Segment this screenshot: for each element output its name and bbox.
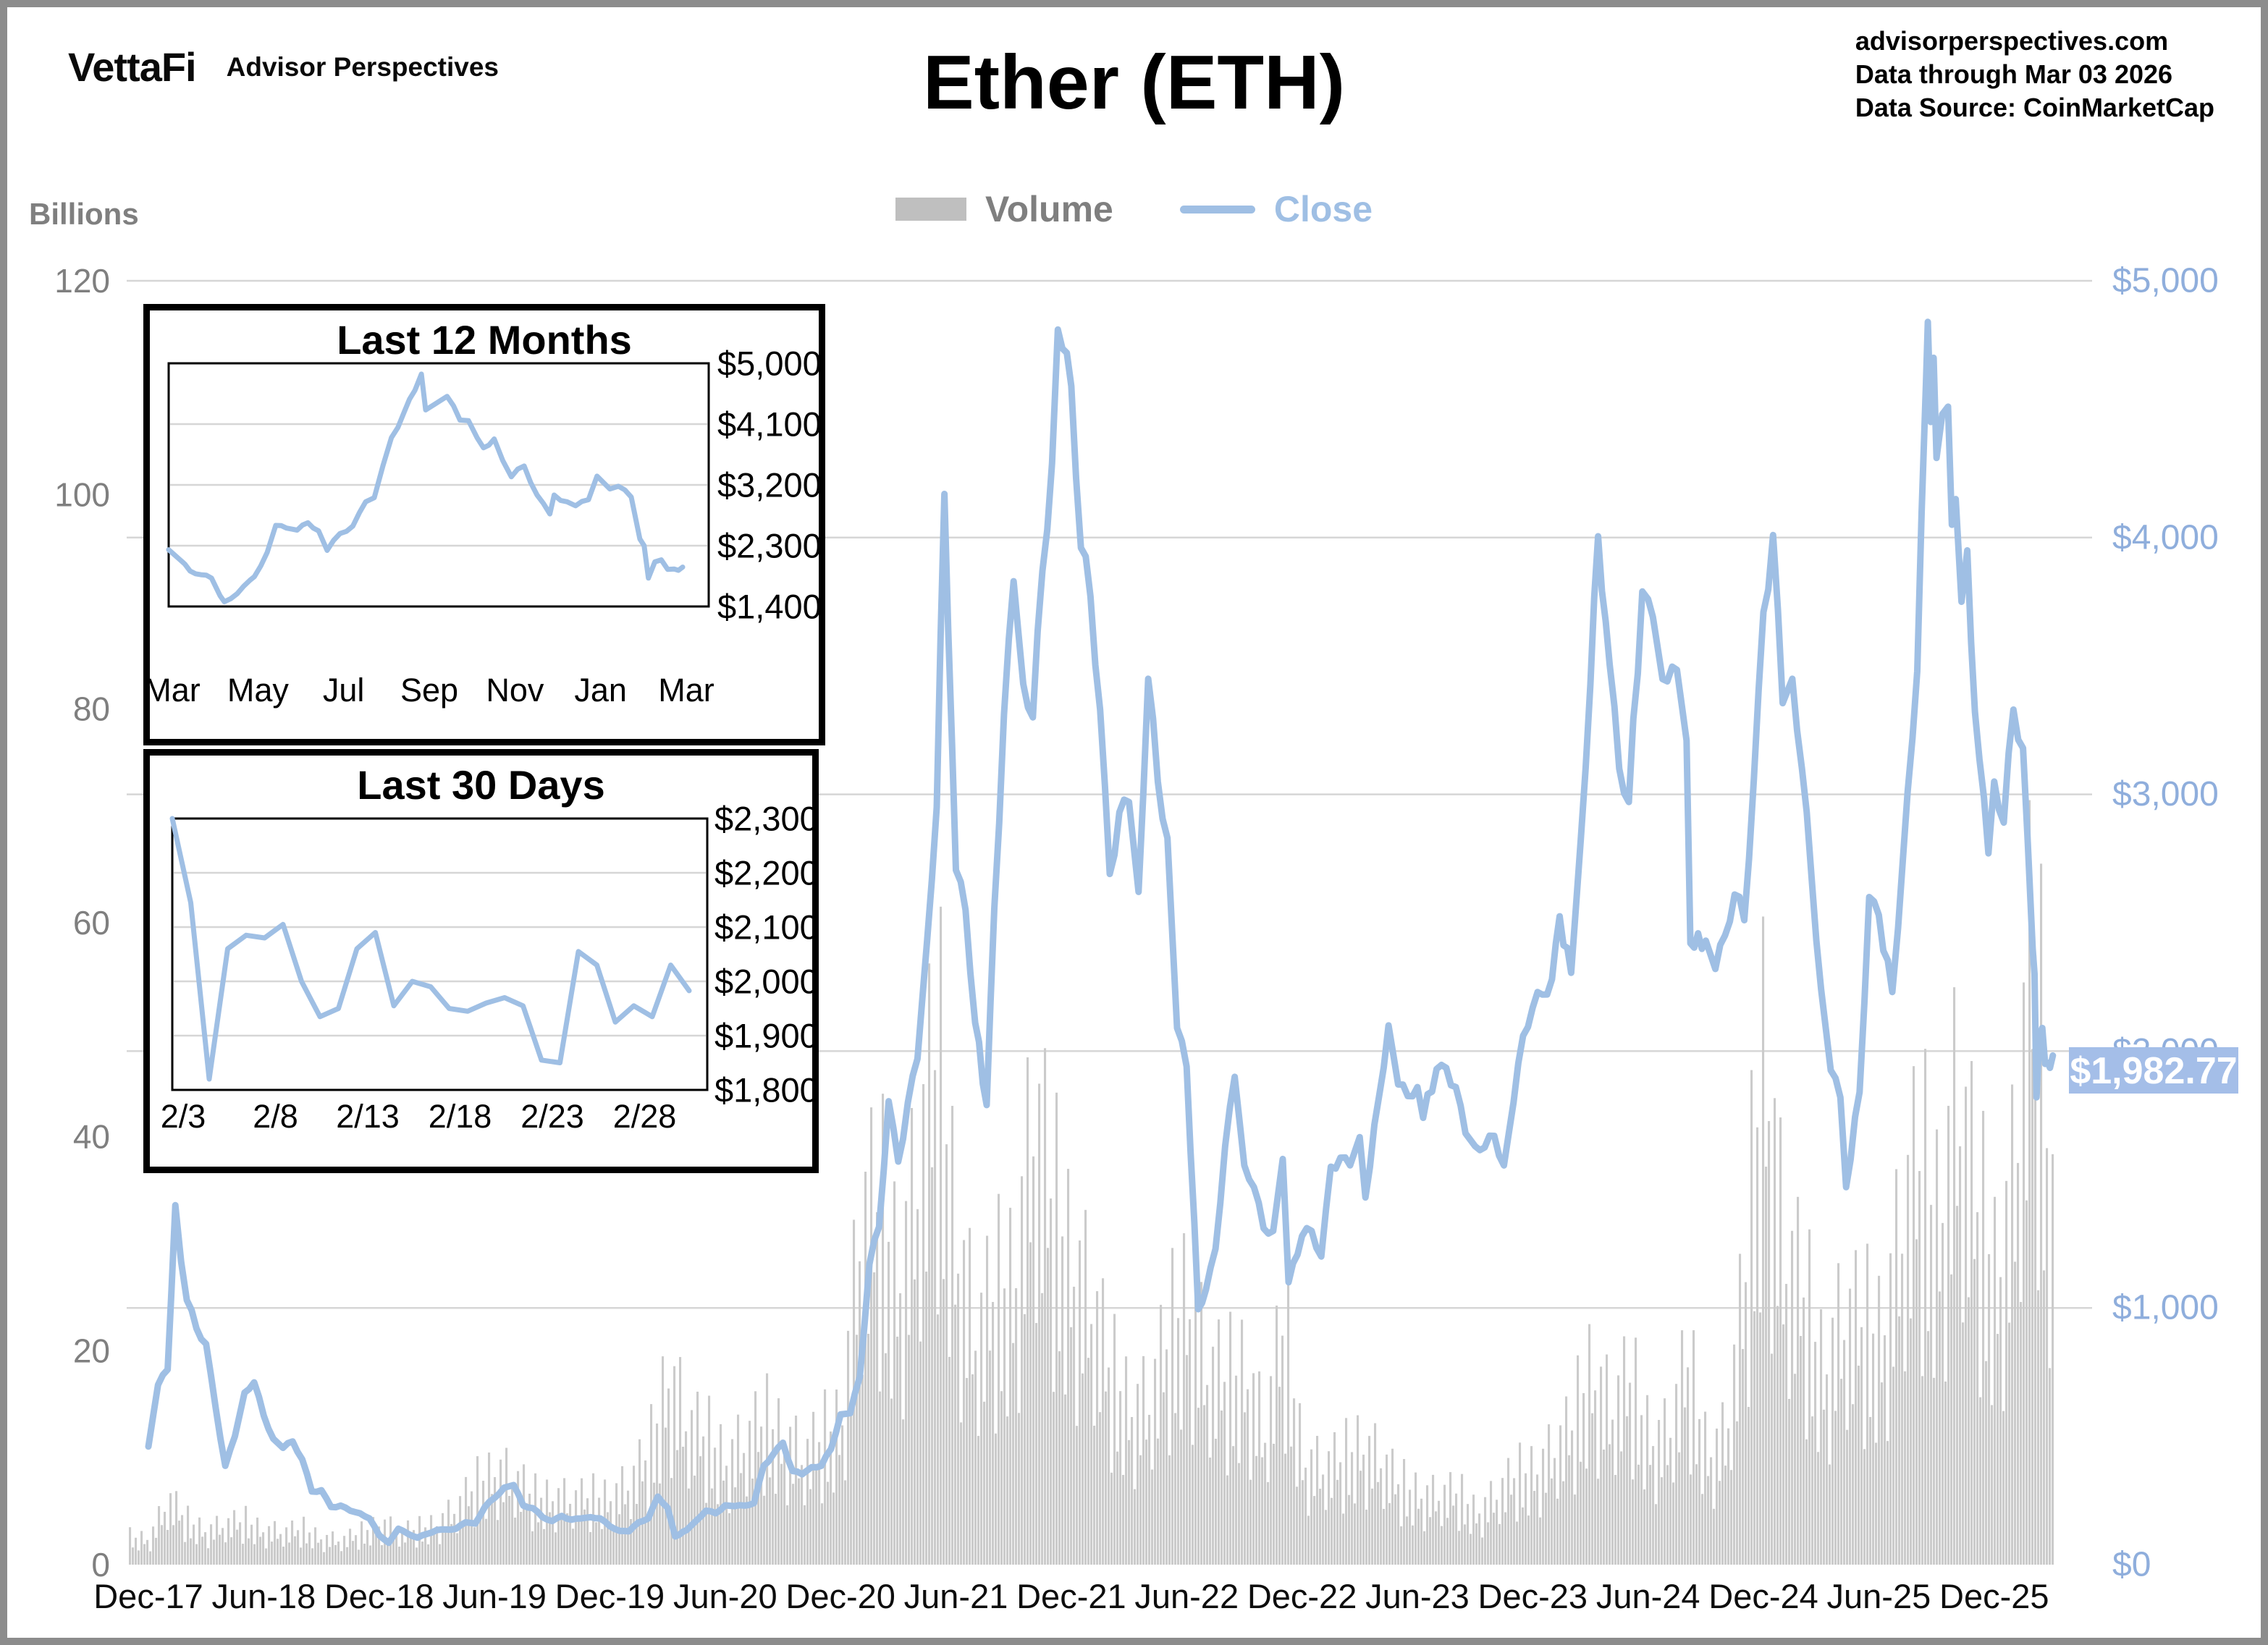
- inset-30-days-canvas: $2,300 $2,200 $2,100 $2,000 $1,900 $1,800 2/3 2…: [150, 756, 819, 1170]
- close-swatch: [1179, 205, 1255, 213]
- svg-text:80: 80: [73, 690, 110, 727]
- svg-text:Jun-23: Jun-23: [1365, 1577, 1470, 1615]
- svg-text:2/23: 2/23: [520, 1098, 584, 1135]
- main-chart-canvas: Billions 0 20 40 60 80 100 120 $5,000 $4,000 $3,00…: [7, 7, 2261, 1638]
- svg-text:Jun-20: Jun-20: [673, 1577, 777, 1615]
- svg-text:2/18: 2/18: [429, 1098, 492, 1135]
- svg-text:$4,100: $4,100: [717, 405, 819, 444]
- svg-text:Sep: Sep: [400, 672, 458, 709]
- svg-text:May: May: [227, 672, 290, 709]
- svg-text:$1,400: $1,400: [717, 588, 819, 626]
- svg-text:Jun-24: Jun-24: [1596, 1577, 1700, 1615]
- svg-text:0: 0: [91, 1546, 110, 1583]
- inset-12-months-title: Last 12 Months: [337, 317, 632, 363]
- chart-legend: Volume Close: [7, 188, 2261, 230]
- svg-text:$2,200: $2,200: [714, 854, 812, 892]
- svg-text:Nov: Nov: [486, 672, 544, 709]
- svg-text:$1,982.77: $1,982.77: [2070, 1050, 2237, 1092]
- data-source-block: advisorperspectives.com Data through Mar…: [1855, 25, 2214, 124]
- vettafi-logo-text: VettaFi: [68, 44, 197, 90]
- svg-text:Dec-23: Dec-23: [1478, 1577, 1588, 1615]
- svg-text:$3,200: $3,200: [717, 466, 819, 504]
- inset-12-months-canvas: $5,000 $4,100 $3,200 $2,300 $1,400 Mar May Jul S…: [144, 310, 822, 743]
- svg-text:Dec-17: Dec-17: [93, 1577, 203, 1615]
- svg-text:$2,300: $2,300: [717, 527, 819, 565]
- svg-text:Jun-21: Jun-21: [904, 1577, 1008, 1615]
- svg-text:$5,000: $5,000: [2112, 262, 2219, 300]
- svg-text:Jan: Jan: [574, 672, 627, 709]
- svg-text:$3,000: $3,000: [2112, 775, 2219, 813]
- inset-last-30-days: Last 30 Days $2,300 $2,200 $2,100 $2,000 $1,…: [143, 749, 819, 1173]
- svg-text:$0: $0: [2112, 1546, 2151, 1584]
- svg-text:60: 60: [73, 904, 110, 942]
- volume-swatch: [895, 198, 966, 221]
- svg-text:$1,800: $1,800: [714, 1071, 812, 1109]
- inset-last-12-months: Last 12 Months $5,000 $4,100 $3,200 $2,300 $…: [143, 304, 825, 745]
- data-through-line: Data through Mar 03 2026: [1855, 59, 2173, 90]
- svg-text:$2,000: $2,000: [714, 963, 812, 1001]
- svg-text:$2,100: $2,100: [714, 908, 812, 947]
- source-url: advisorperspectives.com: [1855, 26, 2169, 56]
- inset-30-days-title: Last 30 Days: [357, 762, 605, 808]
- svg-text:40: 40: [73, 1118, 110, 1156]
- svg-text:100: 100: [54, 476, 110, 514]
- page-title: Ether (ETH): [923, 40, 1345, 125]
- svg-text:2/8: 2/8: [253, 1098, 298, 1135]
- svg-text:Dec-25: Dec-25: [1939, 1577, 2049, 1615]
- svg-text:Jun-18: Jun-18: [212, 1577, 316, 1615]
- svg-text:Dec-22: Dec-22: [1247, 1577, 1357, 1615]
- svg-text:Dec-20: Dec-20: [785, 1577, 895, 1615]
- svg-text:2/28: 2/28: [613, 1098, 677, 1135]
- vettafi-logo: VettaFi Advisor Perspectives: [68, 43, 499, 90]
- svg-text:Mar: Mar: [658, 672, 714, 709]
- svg-text:Dec-24: Dec-24: [1708, 1577, 1818, 1615]
- svg-text:Dec-18: Dec-18: [324, 1577, 434, 1615]
- svg-text:$4,000: $4,000: [2112, 518, 2219, 557]
- svg-text:Billions: Billions: [29, 197, 139, 231]
- svg-text:Jun-19: Jun-19: [442, 1577, 547, 1615]
- svg-text:120: 120: [54, 262, 110, 300]
- svg-text:Jun-25: Jun-25: [1827, 1577, 1931, 1615]
- svg-text:Dec-21: Dec-21: [1016, 1577, 1126, 1615]
- svg-text:Jul: Jul: [323, 672, 365, 709]
- svg-text:2/3: 2/3: [161, 1098, 206, 1135]
- svg-text:Dec-19: Dec-19: [555, 1577, 665, 1615]
- svg-text:2/13: 2/13: [336, 1098, 400, 1135]
- svg-text:Mar: Mar: [150, 672, 201, 709]
- svg-text:$1,000: $1,000: [2112, 1289, 2219, 1327]
- svg-text:$1,900: $1,900: [714, 1017, 812, 1055]
- advisor-perspectives-label: Advisor Perspectives: [226, 51, 499, 82]
- svg-text:$5,000: $5,000: [717, 344, 819, 383]
- data-source-line: Data Source: CoinMarketCap: [1855, 93, 2214, 123]
- svg-text:$2,300: $2,300: [714, 800, 812, 838]
- svg-text:Jun-22: Jun-22: [1134, 1577, 1239, 1615]
- close-legend-label: Close: [1273, 189, 1373, 229]
- svg-text:20: 20: [73, 1332, 110, 1369]
- volume-legend-label: Volume: [985, 189, 1113, 229]
